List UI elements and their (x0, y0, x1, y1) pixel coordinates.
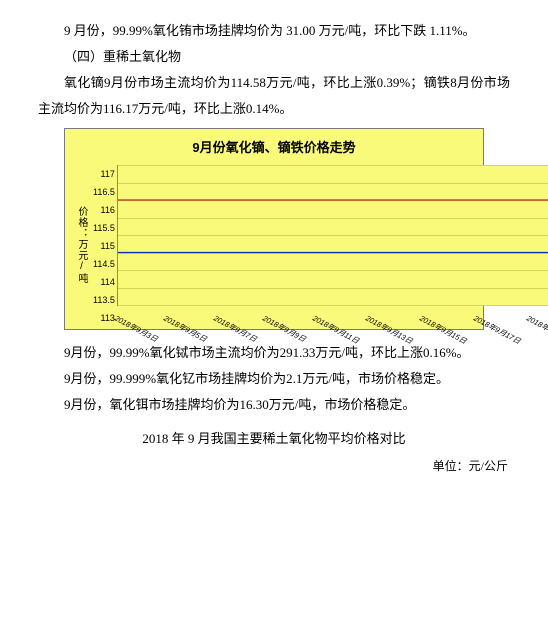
ytick-label: 115 (93, 237, 115, 255)
unit-label: 单位：元/公斤 (38, 454, 508, 478)
chart-xticks: 2018年9月3日2018年9月5日2018年9月7日2018年9月9日2018… (117, 306, 548, 325)
paragraph-dysprosium: 氧化镝9月份市场主流均价为114.58万元/吨，环比上涨0.39%；镝铁8月份市… (38, 70, 510, 122)
chart-title: 9月份氧化镝、镝铁价格走势 (69, 135, 479, 161)
xtick-label: 2018年9月19日 (522, 310, 548, 348)
paragraph-erbium: 9月份，氧化铒市场挂牌均价为16.30万元/吨，市场价格稳定。 (38, 392, 510, 418)
ytick-label: 113.5 (93, 291, 115, 309)
chart-yticks: 117116.5116115.5115114.5114113.5113 (93, 165, 117, 305)
paragraph-yttrium: 9月份，99.999%氧化钇市场挂牌均价为2.1万元/吨，市场价格稳定。 (38, 366, 510, 392)
ytick-label: 116 (93, 201, 115, 219)
ytick-label: 116.5 (93, 183, 115, 201)
chart-ylabel: 价格：万元/吨 (69, 165, 93, 325)
paragraph-terbium: 9月份，99.99%氧化铽市场主流均价为291.33万元/吨，环比上涨0.16%… (38, 340, 510, 366)
paragraph-yttrium-europium: 9 月份，99.99%氧化铕市场挂牌均价为 31.00 万元/吨，环比下跌 1.… (38, 18, 510, 44)
chart-plot-area (117, 165, 548, 306)
section-heading-heavy-oxides: （四）重稀土氧化物 (38, 44, 510, 70)
ytick-label: 114 (93, 273, 115, 291)
ytick-label: 114.5 (93, 255, 115, 273)
ytick-label: 117 (93, 165, 115, 183)
chart-container: 9月份氧化镝、镝铁价格走势 价格：万元/吨 117116.5116115.511… (64, 128, 484, 330)
ytick-label: 115.5 (93, 219, 115, 237)
table-title: 2018 年 9 月我国主要稀土氧化物平均价格对比 (38, 426, 510, 452)
